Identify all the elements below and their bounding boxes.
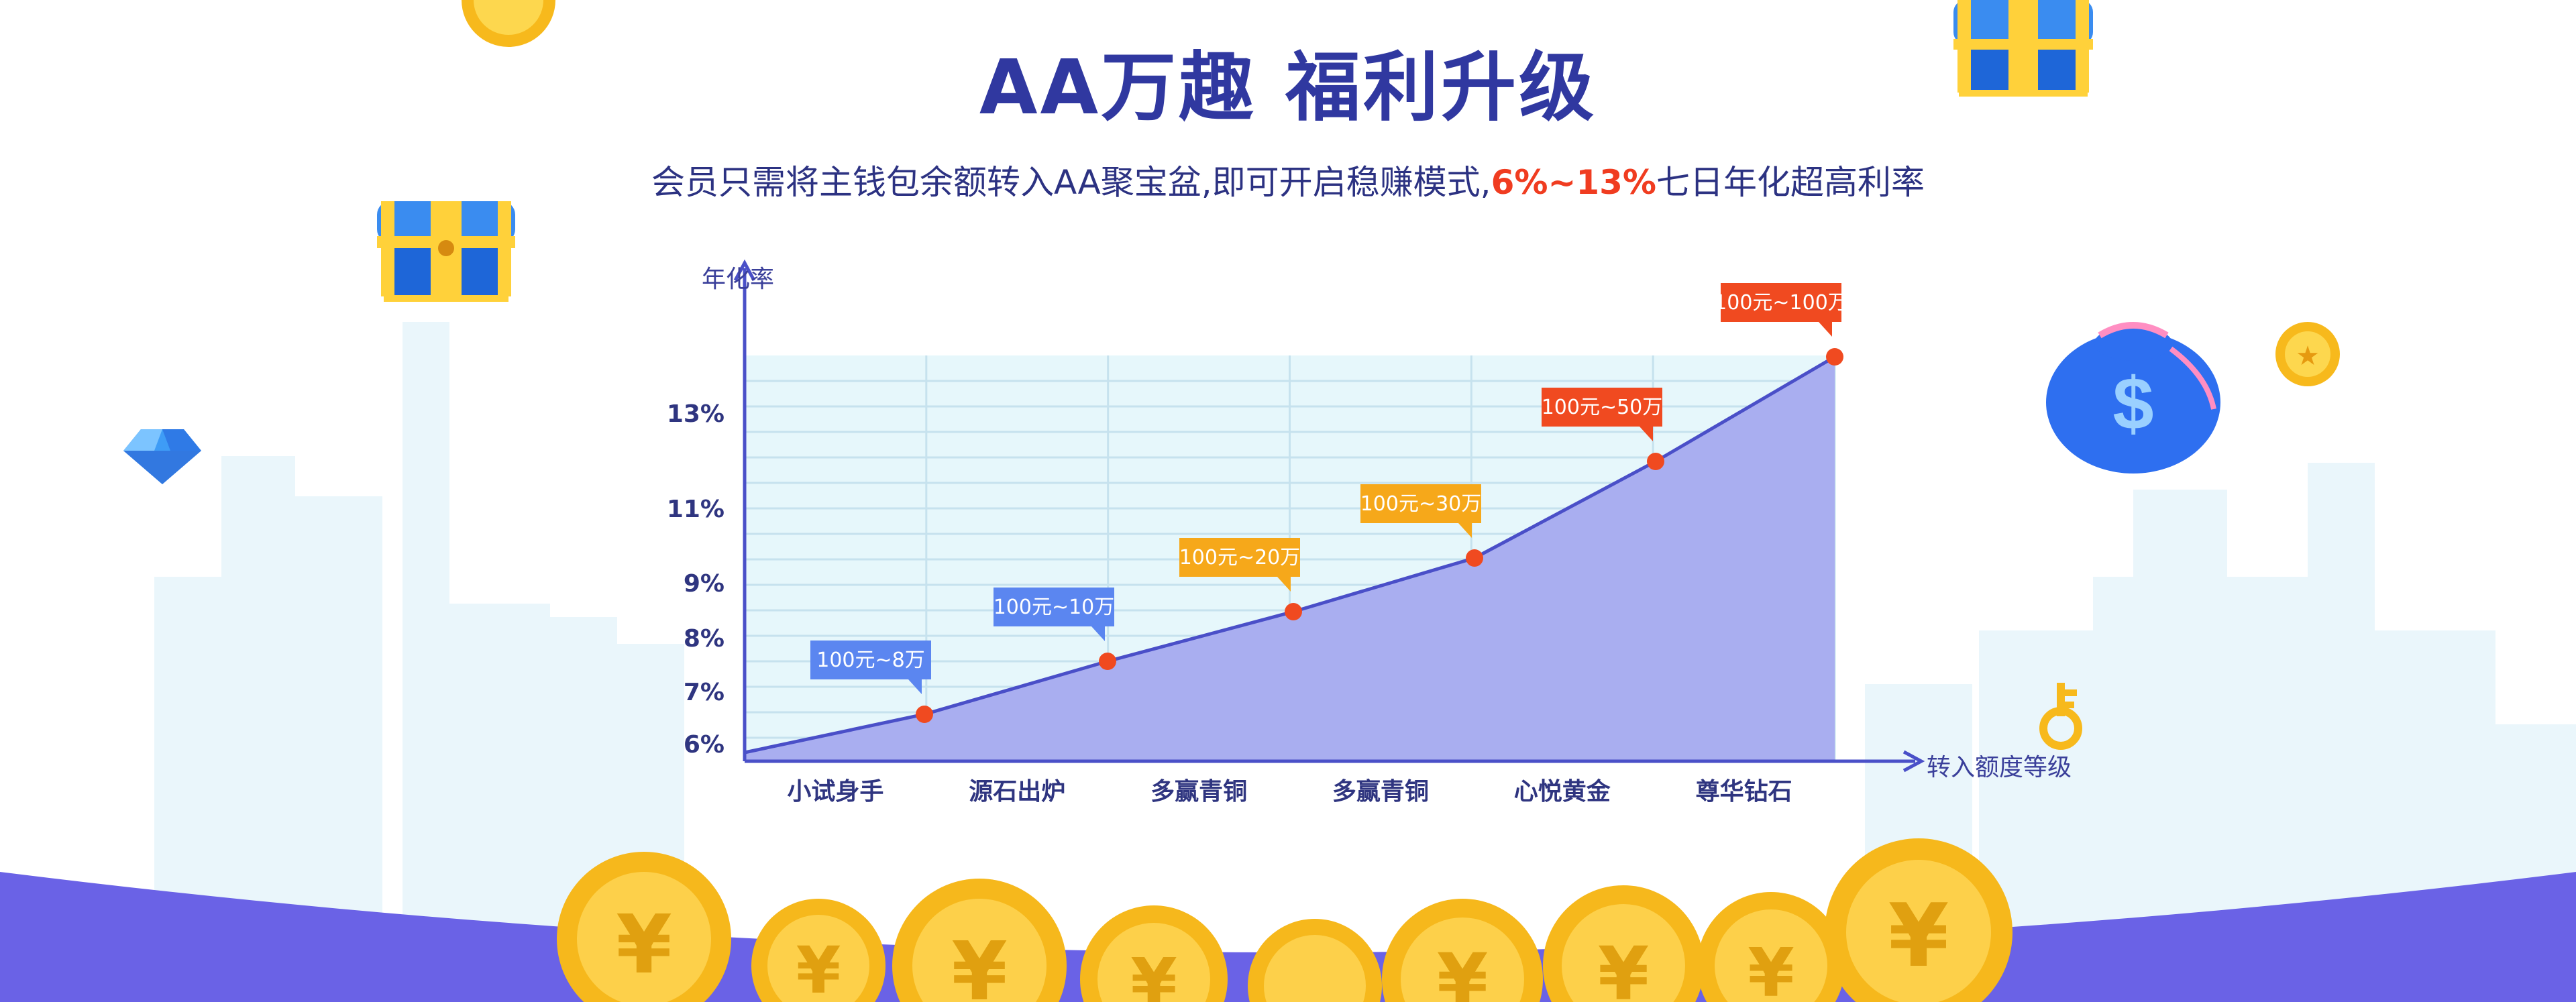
y-tick-label: 9% (684, 570, 724, 598)
gold-coin-icon: ¥ (751, 899, 885, 1002)
svg-text:$: $ (2112, 363, 2153, 445)
x-axis-arrow-icon (1902, 750, 1925, 773)
data-point (1826, 348, 1843, 366)
callout-label: 100元~10万 (994, 596, 1115, 619)
svg-text:¥: ¥ (1598, 931, 1650, 1002)
data-point (1466, 549, 1483, 567)
y-tick-label: 13% (667, 400, 724, 428)
svg-text:¥: ¥ (1130, 944, 1177, 1002)
callout-label: 100元~30万 (1360, 492, 1482, 516)
x-axis-label: 转入额度等级 (1927, 754, 2072, 781)
y-tick-label: 6% (684, 731, 724, 759)
category-label: 源石出炉 (969, 778, 1065, 805)
category-label: 小试身手 (787, 778, 883, 805)
callout-box (810, 641, 931, 679)
gold-coin-icon: ¥ (1697, 892, 1845, 1002)
svg-text:¥: ¥ (1437, 938, 1489, 1002)
gold-coin-icon: ¥ (557, 852, 731, 1002)
svg-text:¥: ¥ (1888, 885, 1949, 987)
callout-box (1179, 538, 1300, 577)
data-point (1285, 603, 1302, 620)
subtitle-suffix: 七日年化超高利率 (1656, 163, 1925, 202)
callout-box (994, 588, 1114, 626)
callout-label: 100元~8万 (816, 649, 924, 672)
svg-text:¥: ¥ (796, 933, 841, 1002)
callout-box (1360, 484, 1481, 523)
rate-range: 6%~13% (1491, 163, 1657, 202)
callout-box (1542, 388, 1662, 427)
callout-pointer (908, 679, 922, 694)
svg-text:¥: ¥ (951, 926, 1008, 1002)
svg-text:★: ★ (2296, 341, 2320, 372)
money-bag-icon: $ (2046, 322, 2220, 474)
coin-pile: ¥ ¥ ¥ ¥ ¥ ¥ ¥ ¥ (557, 838, 2012, 1002)
callout-pointer (1277, 577, 1291, 592)
subtitle-text: 会员只需将主钱包余额转入AA聚宝盆,即可开启稳赚模式, (651, 163, 1491, 202)
y-tick-label: 8% (684, 625, 724, 653)
data-point (1647, 453, 1664, 470)
gold-coin-icon (462, 0, 555, 47)
category-label: 多赢青铜 (1150, 777, 1247, 805)
gold-coin-icon: ¥ (1543, 885, 1704, 1002)
key-icon (2039, 683, 2082, 750)
callout-label: 100元~100万 (1714, 291, 1848, 315)
page-subtitle: 会员只需将主钱包余额转入AA聚宝盆,即可开启稳赚模式,6%~13%七日年化超高利… (0, 156, 2576, 204)
gold-coin-icon: ¥ (1382, 899, 1543, 1002)
svg-text:¥: ¥ (1748, 934, 1794, 1002)
callout-pointer (1091, 626, 1105, 641)
callout-pointer (1640, 427, 1653, 441)
diamond-icon (123, 429, 201, 484)
page-title: AA万趣 福利升级 (979, 44, 1597, 131)
callout-box (1721, 283, 1841, 322)
treasure-chest-icon (377, 201, 515, 302)
data-point (916, 706, 933, 723)
gold-coin-icon: ¥ (1825, 838, 2012, 1002)
gold-coin-icon: ★ (2275, 322, 2340, 386)
y-tick-label: 7% (684, 679, 724, 706)
callout-label: 100元~20万 (1179, 546, 1301, 569)
y-axis-arrow-icon (733, 259, 756, 282)
category-label: 心悦黄金 (1514, 777, 1611, 805)
y-tick-label: 11% (667, 496, 724, 523)
y-axis-label: 年化率 (702, 266, 774, 293)
gold-coin-icon: ¥ (1080, 905, 1228, 1002)
svg-text:¥: ¥ (616, 899, 672, 992)
callout-pointer (1458, 523, 1472, 538)
category-label: 多赢青铜 (1332, 777, 1429, 805)
gold-coin-icon (1248, 919, 1382, 1002)
category-label: 尊华钻石 (1696, 778, 1792, 805)
callout-pointer (1819, 322, 1832, 337)
gold-coin-icon: ¥ (892, 879, 1067, 1002)
callout-label: 100元~50万 (1542, 396, 1663, 419)
series-area (745, 357, 1835, 761)
data-point (1099, 653, 1116, 670)
treasure-chest-icon (1953, 0, 2093, 97)
